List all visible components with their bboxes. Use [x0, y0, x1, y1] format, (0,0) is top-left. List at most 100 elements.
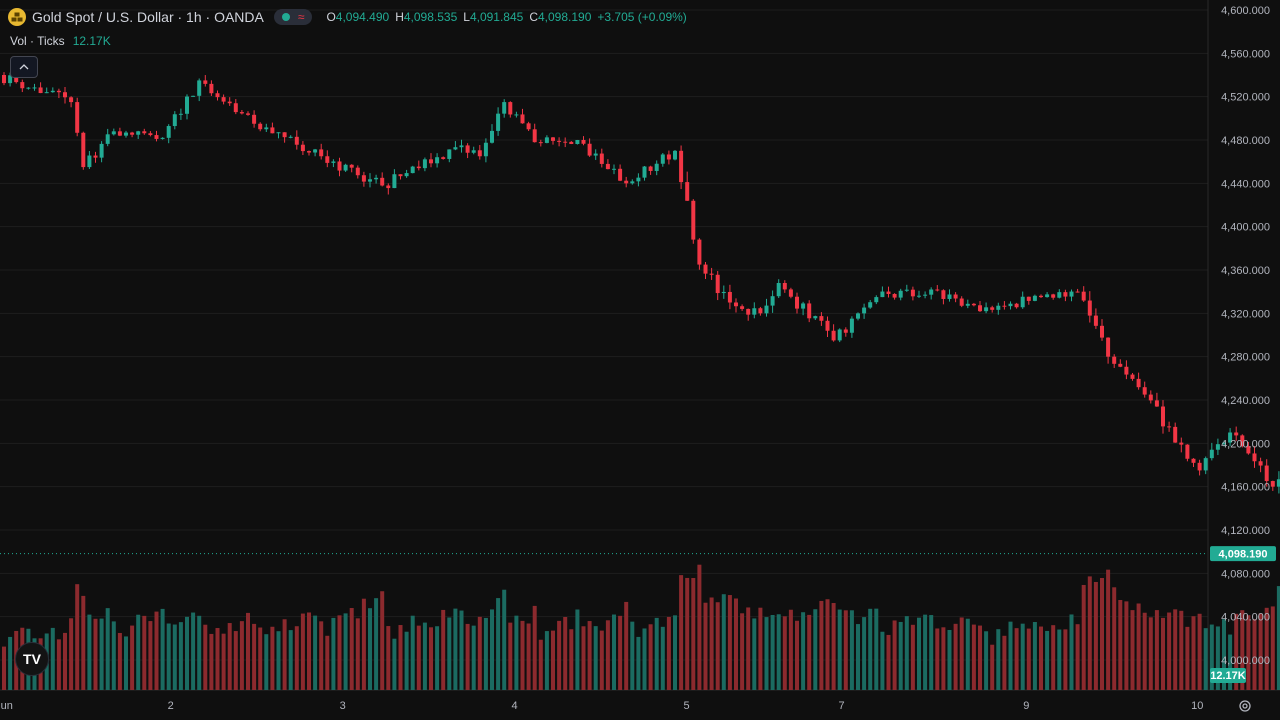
candle-body[interactable]	[331, 161, 336, 163]
candle-body[interactable]	[1179, 442, 1184, 445]
candle-body[interactable]	[947, 294, 952, 299]
candle-body[interactable]	[770, 296, 775, 306]
candle-body[interactable]	[1234, 432, 1239, 436]
candle-body[interactable]	[1246, 446, 1251, 454]
tradingview-logo[interactable]: TV	[15, 642, 49, 676]
candle-body[interactable]	[1002, 305, 1007, 307]
candle-body[interactable]	[666, 154, 671, 160]
candle-body[interactable]	[990, 307, 995, 310]
candle-body[interactable]	[246, 113, 250, 115]
candle-body[interactable]	[136, 131, 141, 135]
candle-body[interactable]	[685, 182, 690, 201]
candle-body[interactable]	[1063, 292, 1068, 297]
candle-body[interactable]	[941, 290, 946, 299]
candle-body[interactable]	[215, 93, 220, 98]
candle-body[interactable]	[831, 330, 836, 341]
candle-body[interactable]	[483, 142, 488, 157]
candle-body[interactable]	[874, 297, 879, 303]
candle-body[interactable]	[532, 129, 537, 143]
candle-body[interactable]	[1185, 444, 1190, 459]
candle-body[interactable]	[904, 289, 909, 291]
candle-body[interactable]	[837, 329, 842, 341]
candle-body[interactable]	[44, 92, 49, 94]
candle-body[interactable]	[1270, 481, 1275, 487]
candle-body[interactable]	[880, 291, 885, 298]
candle-body[interactable]	[715, 274, 720, 294]
candle-body[interactable]	[1020, 296, 1025, 308]
candle-body[interactable]	[1240, 435, 1245, 447]
candle-body[interactable]	[782, 283, 787, 290]
candle-body[interactable]	[801, 303, 806, 309]
candle-body[interactable]	[1026, 296, 1031, 301]
candle-body[interactable]	[178, 113, 183, 115]
candle-body[interactable]	[721, 291, 726, 294]
candle-body[interactable]	[1215, 444, 1220, 450]
candle-body[interactable]	[14, 75, 19, 83]
candle-body[interactable]	[453, 147, 458, 150]
candle-body[interactable]	[227, 101, 232, 104]
candle-body[interactable]	[99, 143, 104, 158]
candle-body[interactable]	[929, 289, 934, 295]
candle-body[interactable]	[1045, 294, 1050, 298]
candle-body[interactable]	[1209, 449, 1214, 459]
candle-body[interactable]	[795, 296, 799, 309]
symbol-title[interactable]: Gold Spot / U.S. Dollar · 1h · OANDA	[32, 9, 264, 25]
candle-body[interactable]	[374, 177, 379, 180]
candle-body[interactable]	[557, 140, 562, 142]
candle-body[interactable]	[447, 149, 452, 159]
symbol-legend[interactable]: Gold Spot / U.S. Dollar · 1h · OANDA ≈ O…	[8, 8, 687, 26]
candle-body[interactable]	[984, 307, 989, 312]
candle-body[interactable]	[1124, 366, 1129, 375]
candle-body[interactable]	[105, 134, 110, 144]
candle-body[interactable]	[1173, 426, 1178, 443]
candle-body[interactable]	[398, 174, 403, 177]
candle-body[interactable]	[1228, 432, 1233, 443]
candle-body[interactable]	[1075, 291, 1080, 293]
candle-body[interactable]	[490, 130, 494, 143]
candle-body[interactable]	[117, 131, 122, 136]
candle-body[interactable]	[1142, 387, 1147, 395]
candle-body[interactable]	[276, 132, 281, 134]
candle-body[interactable]	[654, 163, 659, 171]
candle-body[interactable]	[1276, 479, 1280, 487]
candle-body[interactable]	[50, 90, 55, 93]
candle-body[interactable]	[544, 137, 549, 143]
candle-body[interactable]	[1136, 378, 1141, 388]
candle-body[interactable]	[288, 136, 293, 138]
candle-body[interactable]	[538, 142, 543, 144]
candle-body[interactable]	[886, 291, 891, 294]
chart-settings-button[interactable]	[1236, 697, 1254, 715]
candle-body[interactable]	[691, 200, 696, 240]
candle-body[interactable]	[697, 239, 702, 265]
candle-body[interactable]	[1087, 300, 1092, 316]
candle-body[interactable]	[819, 316, 824, 321]
candle-body[interactable]	[496, 113, 501, 131]
candle-body[interactable]	[740, 306, 745, 309]
candle-body[interactable]	[81, 132, 86, 168]
candle-body[interactable]	[593, 153, 598, 156]
candle-body[interactable]	[8, 75, 13, 84]
candle-body[interactable]	[526, 123, 531, 130]
candle-body[interactable]	[849, 318, 854, 333]
candle-body[interactable]	[1051, 294, 1056, 298]
candle-body[interactable]	[26, 87, 31, 89]
candle-body[interactable]	[270, 127, 275, 134]
candle-body[interactable]	[727, 291, 732, 303]
candle-body[interactable]	[746, 308, 751, 315]
candle-body[interactable]	[300, 144, 305, 152]
candle-body[interactable]	[416, 166, 421, 169]
candle-body[interactable]	[1032, 295, 1037, 301]
candle-body[interactable]	[1106, 337, 1111, 357]
candle-body[interactable]	[355, 167, 360, 176]
candle-body[interactable]	[898, 290, 903, 298]
candle-body[interactable]	[148, 133, 153, 136]
candle-body[interactable]	[477, 150, 482, 157]
candle-body[interactable]	[807, 303, 812, 319]
candle-body[interactable]	[307, 151, 311, 153]
candle-body[interactable]	[368, 179, 372, 182]
candle-body[interactable]	[959, 298, 964, 306]
candle-body[interactable]	[636, 177, 641, 182]
candle-body[interactable]	[1069, 291, 1074, 297]
candle-body[interactable]	[429, 159, 433, 164]
candle-body[interactable]	[124, 132, 128, 136]
